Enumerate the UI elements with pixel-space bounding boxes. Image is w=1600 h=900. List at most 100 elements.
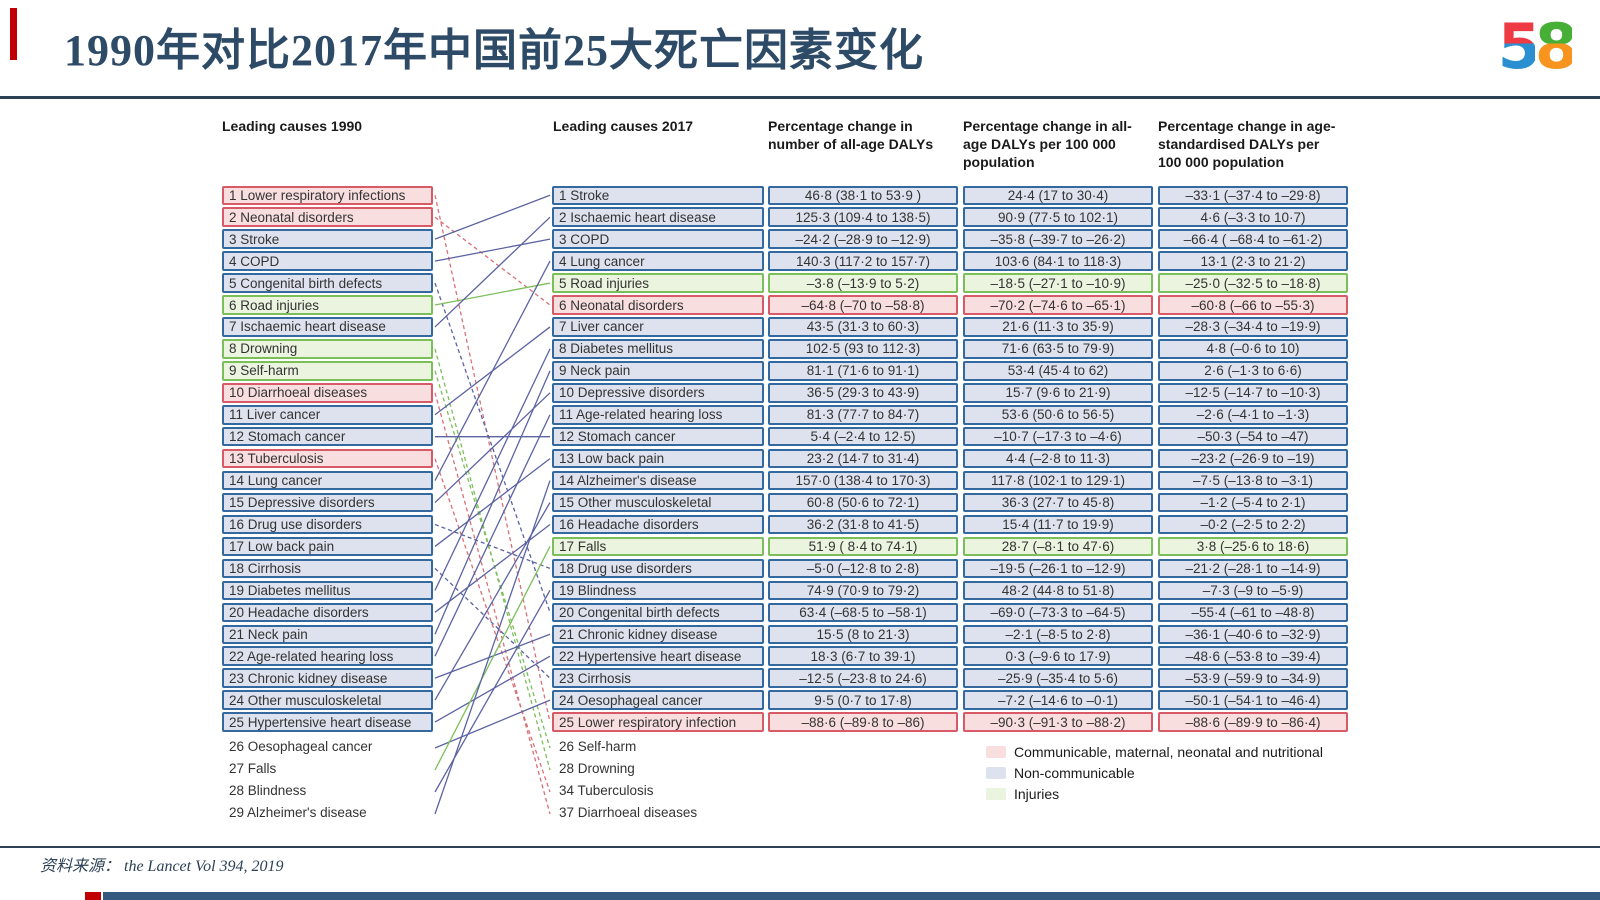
legend-item-communicable: Communicable, maternal, neonatal and nut… bbox=[986, 744, 1323, 760]
value-age_std-row-15: –1·2 (–5·4 to 2·1) bbox=[1158, 492, 1348, 513]
cause-1990-rank-3: 3 Stroke bbox=[222, 229, 433, 249]
value-all_age-row-8: 102·5 (93 to 112·3) bbox=[768, 339, 958, 359]
rank-link-23-to-21 bbox=[434, 633, 551, 679]
legend-label: Non-communicable bbox=[1014, 765, 1135, 781]
rank-link-10-to-37 bbox=[434, 392, 551, 815]
value-age_std-row-10: –12·5 (–14·7 to –10·3) bbox=[1158, 383, 1348, 403]
column-header-age-standardised: Percentage change in age-standardised DA… bbox=[1158, 118, 1336, 171]
cause-2017-rank-20: 20 Congenital birth defects bbox=[552, 602, 764, 623]
cause-1990-rank-26: 26 Oesophageal cancer bbox=[229, 739, 373, 754]
value-age_std-row-3: –66·4 ( –68·4 to –61·2) bbox=[1158, 229, 1348, 249]
source-citation: 资料来源： the Lancet Vol 394, 2019 bbox=[40, 858, 284, 875]
value-all_age-row-12: 5·4 (–2·4 to 12·5) bbox=[768, 426, 958, 447]
cause-2017-rank-19: 19 Blindness bbox=[552, 580, 764, 601]
cause-2017-rank-28: 28 Drowning bbox=[559, 761, 635, 776]
legend-label: Injuries bbox=[1014, 786, 1060, 802]
value-per100k-row-7: 21·6 (11·3 to 35·9) bbox=[963, 317, 1153, 337]
value-age_std-row-23: –53·9 (–59·9 to –34·9) bbox=[1158, 668, 1348, 688]
cause-2017-rank-21: 21 Chronic kidney disease bbox=[552, 624, 764, 644]
cause-2017-rank-7: 7 Liver cancer bbox=[552, 317, 764, 337]
value-all_age-row-5: –3·8 (–13·9 to 5·2) bbox=[768, 273, 958, 293]
value-all_age-row-1: 46·8 (38·1 to 53·9 ) bbox=[768, 185, 958, 205]
value-per100k-row-4: 103·6 (84·1 to 118·3) bbox=[963, 251, 1153, 271]
value-age_std-row-24: –50·1 (–54·1 to –46·4) bbox=[1158, 690, 1348, 710]
cause-2017-rank-25: 25 Lower respiratory infection bbox=[552, 712, 764, 732]
value-age_std-row-6: –60·8 (–66 to –55·3) bbox=[1158, 295, 1348, 315]
title-divider bbox=[0, 96, 1600, 99]
value-age_std-row-25: –88·6 (–89·9 to –86·4) bbox=[1158, 712, 1348, 732]
cause-2017-rank-37: 37 Diarrhoeal diseases bbox=[559, 805, 698, 820]
cause-2017-rank-11: 11 Age-related hearing loss bbox=[552, 405, 764, 425]
cause-1990-rank-5: 5 Congenital birth defects bbox=[222, 273, 433, 293]
value-age_std-row-14: –7·5 (–13·8 to –3·1) bbox=[1158, 470, 1348, 491]
value-age_std-row-4: 13·1 (2·3 to 21·2) bbox=[1158, 251, 1348, 271]
value-all_age-row-17: 51·9 ( 8·4 to 74·1) bbox=[768, 536, 958, 557]
value-per100k-row-2: 90·9 (77·5 to 102·1) bbox=[963, 207, 1153, 227]
value-all_age-row-10: 36·5 (29·3 to 43·9) bbox=[768, 383, 958, 403]
cause-1990-rank-19: 19 Diabetes mellitus bbox=[222, 580, 433, 601]
value-age_std-row-9: 2·6 (–1·3 to 6·6) bbox=[1158, 361, 1348, 381]
page-title: 1990年对比2017年中国前25大死亡因素变化 bbox=[64, 26, 924, 75]
value-all_age-row-19: 74·9 (70·9 to 79·2) bbox=[768, 580, 958, 601]
cause-2017-rank-13: 13 Low back pain bbox=[552, 448, 764, 469]
cause-1990-rank-27: 27 Falls bbox=[229, 761, 277, 776]
logo-digit-8: 8 bbox=[1534, 10, 1578, 83]
rank-link-19-to-8 bbox=[434, 348, 551, 591]
rank-link-7-to-2 bbox=[434, 216, 551, 328]
cause-2017-rank-8: 8 Diabetes mellitus bbox=[552, 339, 764, 359]
cause-1990-rank-22: 22 Age-related hearing loss bbox=[222, 646, 433, 666]
value-per100k-row-24: –7·2 (–14·6 to –0·1) bbox=[963, 690, 1153, 710]
value-all_age-row-24: 9·5 (0·7 to 17·8) bbox=[768, 690, 958, 710]
value-all_age-row-25: –88·6 (–89·8 to –86) bbox=[768, 712, 958, 732]
value-age_std-row-18: –21·2 (–28·1 to –14·9) bbox=[1158, 558, 1348, 579]
value-age_std-row-21: –36·1 (–40·6 to –32·9) bbox=[1158, 624, 1348, 644]
value-all_age-row-21: 15·5 (8 to 21·3) bbox=[768, 624, 958, 644]
cause-2017-rank-34: 34 Tuberculosis bbox=[559, 783, 654, 798]
value-age_std-row-7: –28·3 (–34·4 to –19·9) bbox=[1158, 317, 1348, 337]
value-age_std-row-1: –33·1 (–37·4 to –29·8) bbox=[1158, 185, 1348, 205]
value-per100k-row-11: 53·6 (50·6 to 56·5) bbox=[963, 405, 1153, 425]
rank-link-9-to-26 bbox=[434, 370, 551, 749]
legend-swatch-injuries bbox=[986, 788, 1006, 800]
legend-swatch-communicable bbox=[986, 746, 1006, 758]
column-header-all-age-dalys: Percentage change in number of all-age D… bbox=[768, 118, 934, 153]
cause-1990-rank-17: 17 Low back pain bbox=[222, 536, 433, 557]
value-age_std-row-13: –23·2 (–26·9 to –19) bbox=[1158, 448, 1348, 469]
cause-1990-rank-14: 14 Lung cancer bbox=[222, 470, 433, 491]
value-per100k-row-15: 36·3 (27·7 to 45·8) bbox=[963, 492, 1153, 513]
cause-2017-rank-2: 2 Ischaemic heart disease bbox=[552, 207, 764, 227]
value-age_std-row-22: –48·6 (–53·8 to –39·4) bbox=[1158, 646, 1348, 666]
rank-link-1-to-25 bbox=[434, 195, 551, 723]
value-all_age-row-23: –12·5 (–23·8 to 24·6) bbox=[768, 668, 958, 688]
value-all_age-row-4: 140·3 (117·2 to 157·7) bbox=[768, 251, 958, 271]
rank-link-5-to-20 bbox=[434, 282, 551, 613]
value-all_age-row-16: 36·2 (31·8 to 41·5) bbox=[768, 514, 958, 535]
value-all_age-row-20: 63·4 (–68·5 to –58·1) bbox=[768, 602, 958, 623]
cause-1990-rank-25: 25 Hypertensive heart disease bbox=[222, 712, 433, 732]
legend-label: Communicable, maternal, neonatal and nut… bbox=[1014, 744, 1323, 760]
rank-link-14-to-4 bbox=[434, 260, 551, 481]
value-age_std-row-12: –50·3 (–54 to –47) bbox=[1158, 426, 1348, 447]
value-per100k-row-13: 4·4 (–2·8 to 11·3) bbox=[963, 448, 1153, 469]
cause-2017-rank-6: 6 Neonatal disorders bbox=[552, 295, 764, 315]
cause-1990-rank-11: 11 Liver cancer bbox=[222, 405, 433, 425]
cause-2017-rank-4: 4 Lung cancer bbox=[552, 251, 764, 271]
value-per100k-row-17: 28·7 (–8·1 to 47·6) bbox=[963, 536, 1153, 557]
cause-2017-rank-23: 23 Cirrhosis bbox=[552, 668, 764, 688]
cause-1990-rank-16: 16 Drug use disorders bbox=[222, 514, 433, 535]
rank-link-29-to-14 bbox=[434, 480, 551, 815]
cause-1990-rank-21: 21 Neck pain bbox=[222, 624, 433, 644]
cause-2017-rank-18: 18 Drug use disorders bbox=[552, 558, 764, 579]
value-all_age-row-18: –5·0 (–12·8 to 2·8) bbox=[768, 558, 958, 579]
value-per100k-row-14: 117·8 (102·1 to 129·1) bbox=[963, 470, 1153, 491]
logo-digit-5: 5 bbox=[1497, 10, 1541, 83]
value-all_age-row-7: 43·5 (31·3 to 60·3) bbox=[768, 317, 958, 337]
column-header-causes-2017: Leading causes 2017 bbox=[553, 118, 694, 134]
value-per100k-row-16: 15·4 (11·7 to 19·9) bbox=[963, 514, 1153, 535]
value-per100k-row-19: 48·2 (44·8 to 51·8) bbox=[963, 580, 1153, 601]
bottom-bar-blue-segment bbox=[103, 892, 1600, 900]
value-all_age-row-14: 157·0 (138·4 to 170·3) bbox=[768, 470, 958, 491]
cause-2017-rank-22: 22 Hypertensive heart disease bbox=[552, 646, 764, 666]
value-per100k-row-3: –35·8 (–39·7 to –26·2) bbox=[963, 229, 1153, 249]
